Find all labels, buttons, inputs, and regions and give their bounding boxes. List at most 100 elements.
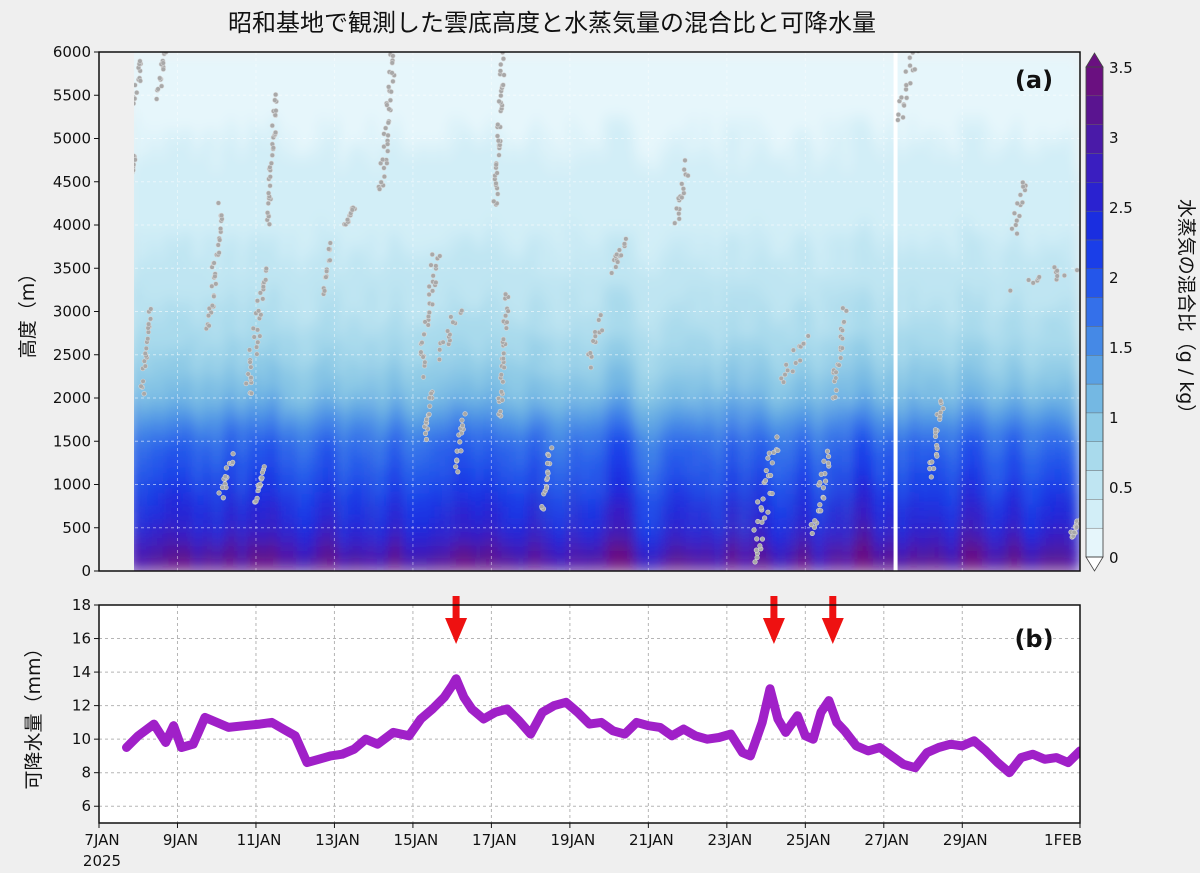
heatmap-cell [689,298,695,313]
heatmap-cell [163,376,170,390]
heatmap-cell [549,545,555,559]
heatmap-cell [458,402,465,416]
heatmap-cell [529,519,535,533]
heatmap-cell [544,116,550,131]
heatmap-cell [549,220,555,235]
heatmap-cell [699,116,705,131]
heatmap-cell [569,402,575,416]
heatmap-cell [529,168,535,183]
heatmap-cell [463,558,470,571]
heatmap-cell [654,532,660,546]
heatmap-cell [323,103,330,118]
heatmap-cell [639,311,645,326]
heatmap-cell [208,415,215,429]
heatmap-cell [393,233,400,248]
heatmap-cell [463,480,470,494]
heatmap-cell [734,454,741,468]
heatmap-cell [724,389,731,403]
heatmap-cell [193,441,200,455]
heatmap-cell [253,363,260,377]
heatmap-cell [348,519,355,533]
heatmap-cell [408,389,415,403]
heatmap-cell [559,142,565,157]
heatmap-cell [263,350,270,364]
heatmap-cell [353,467,360,481]
heatmap-cell [619,90,625,105]
heatmap-cell [544,558,550,571]
heatmap-cell [504,116,510,131]
heatmap-cell [278,350,285,364]
heatmap-cell [288,441,295,455]
heatmap-column [178,52,185,571]
heatmap-cell [363,324,370,339]
heatmap-cell [448,363,455,377]
heatmap-cell [574,324,580,339]
heatmap-cell [684,155,690,170]
heatmap-cell [489,285,495,300]
heatmap-cell [579,376,585,390]
heatmap-cell [383,415,390,429]
heatmap-cell [168,90,175,105]
heatmap-cell [398,337,405,352]
heatmap-cell [418,272,425,287]
heatmap-column [619,52,625,571]
heatmap-cell [168,519,175,533]
heatmap-cell [494,272,500,287]
heatmap-cell [143,389,150,403]
heatmap-cell [589,220,595,235]
heatmap-cell [534,181,540,196]
heatmap-cell [393,467,400,481]
heatmap-cell [604,350,610,364]
heatmap-cell [423,506,430,520]
heatmap-cell [624,506,630,520]
heatmap-cell [408,298,415,313]
heatmap-cell [308,337,315,352]
heatmap-cell [218,311,225,326]
heatmap-cell [333,64,340,79]
heatmap-cell [504,155,510,170]
heatmap-cell [479,337,485,352]
heatmap-cell [569,428,575,442]
heatmap-cell [499,298,505,313]
heatmap-cell [714,272,721,287]
heatmap-cell [403,194,410,209]
heatmap-cell [428,194,435,209]
heatmap-cell [173,77,180,92]
heatmap-cell [433,506,440,520]
heatmap-cell [634,155,640,170]
heatmap-cell [413,415,420,429]
heatmap-cell [248,155,255,170]
heatmap-cell [453,52,460,66]
heatmap-cell [373,441,380,455]
heatmap-cell [368,311,375,326]
heatmap-cell [173,506,180,520]
heatmap-cell [408,493,415,507]
heatmap-cell [734,207,741,222]
heatmap-cell [134,324,135,339]
heatmap-cell [288,324,295,339]
heatmap-cell [654,415,660,429]
heatmap-cell [599,389,605,403]
heatmap-cell [669,272,675,287]
heatmap-cell [453,389,460,403]
heatmap-cell [714,64,721,79]
heatmap-cell [388,467,395,481]
heatmap-cell [418,90,425,105]
heatmap-cell [509,506,515,520]
heatmap-cell [594,246,600,261]
heatmap-cell [494,311,500,326]
heatmap-cell [564,519,570,533]
heatmap-cell [388,155,395,170]
heatmap-cell [263,337,270,352]
heatmap-cell [453,311,460,326]
heatmap-cell [288,116,295,131]
heatmap-cell [413,324,420,339]
heatmap-column [173,52,180,571]
heatmap-cell [629,272,635,287]
heatmap-cell [489,441,495,455]
heatmap-cell [639,441,645,455]
heatmap-cell [343,103,350,118]
heatmap-cell [363,363,370,377]
heatmap-cell [564,103,570,118]
heatmap-cell [258,350,265,364]
